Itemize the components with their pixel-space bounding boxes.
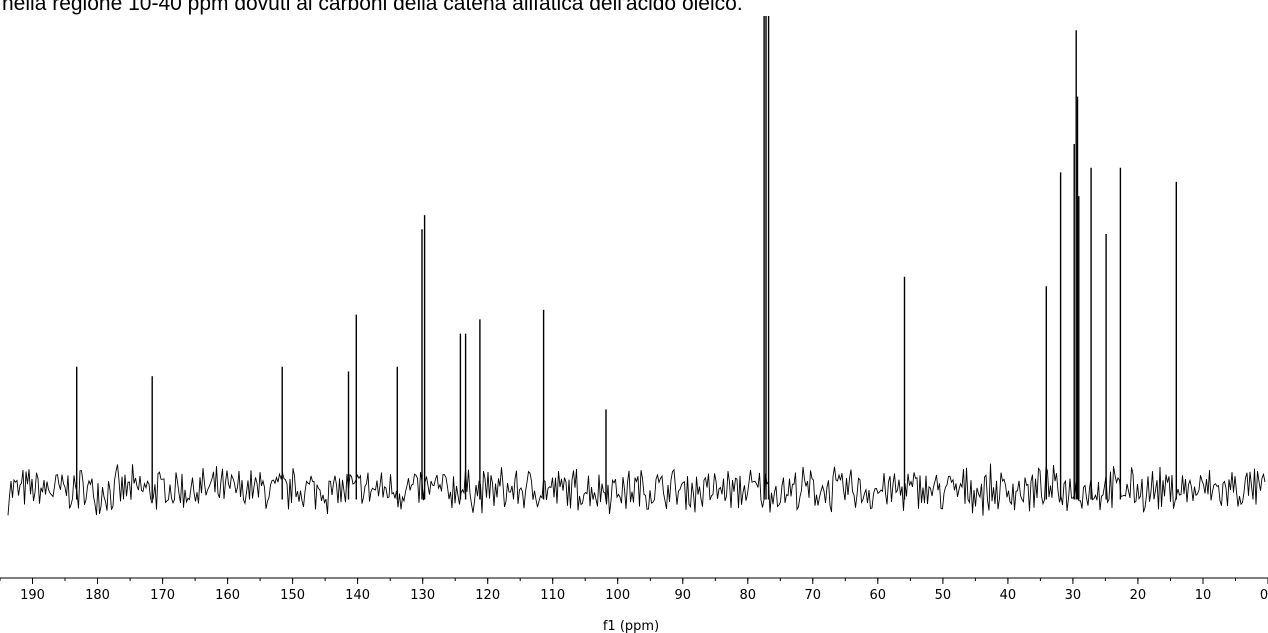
baseline-noise-trace xyxy=(7,463,1266,516)
x-tick-label: 130 xyxy=(410,588,435,603)
x-tick-label: 170 xyxy=(150,588,175,603)
x-tick-label: 80 xyxy=(740,588,757,603)
peak-group xyxy=(75,16,1178,500)
spectrum-trace-group xyxy=(7,463,1266,516)
x-tick-label: 40 xyxy=(1000,588,1017,603)
x-tick-label: 150 xyxy=(280,588,305,603)
caption-text: nella regione 10-40 ppm dovuti ai carbon… xyxy=(2,0,743,15)
x-tick-label: 70 xyxy=(805,588,822,603)
x-tick-label: 60 xyxy=(870,588,887,603)
x-tick-label: 120 xyxy=(475,588,500,603)
x-tick-label: 180 xyxy=(85,588,110,603)
x-axis: 190 180 170 160 150 140 130 120 110 100 90 80 70 60 50… xyxy=(0,577,1268,603)
x-tick-label: 190 xyxy=(20,588,45,603)
x-tick-label: 110 xyxy=(540,588,565,603)
x-axis-title: f1 (ppm) xyxy=(603,619,659,633)
x-tick-label: 100 xyxy=(605,588,630,603)
x-tick-label: 140 xyxy=(345,588,370,603)
x-tick-label: 50 xyxy=(935,588,952,603)
x-tick-label: 30 xyxy=(1065,588,1082,603)
x-tick-label: 20 xyxy=(1130,588,1147,603)
x-tick-label: 90 xyxy=(675,588,692,603)
x-tick-label: 0 xyxy=(1260,588,1268,603)
x-tick-label: 10 xyxy=(1195,588,1212,603)
x-tick-label: 160 xyxy=(215,588,240,603)
